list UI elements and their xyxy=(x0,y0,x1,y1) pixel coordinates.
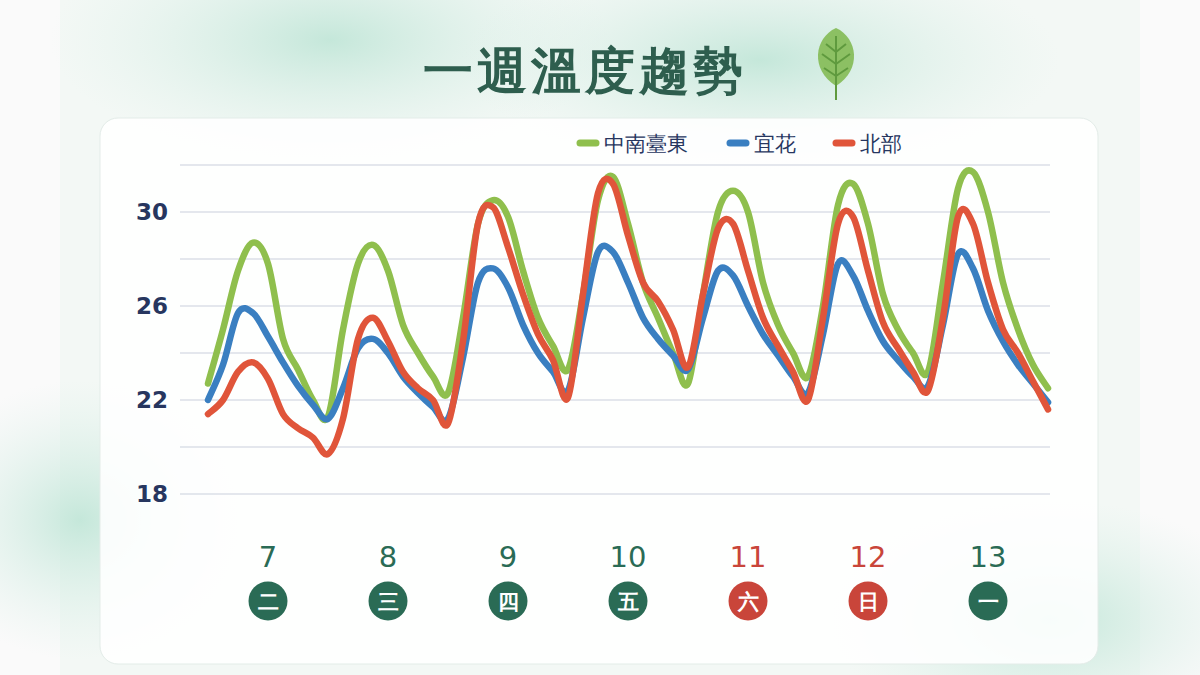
weekday-badge xyxy=(609,582,648,621)
y-tick-label: 18 xyxy=(136,481,168,507)
legend-label: 宜花 xyxy=(754,132,796,156)
legend-label: 北部 xyxy=(860,132,902,156)
leaf-icon xyxy=(818,28,854,100)
weekday-badge xyxy=(249,582,288,621)
title: 一週溫度趨勢 xyxy=(423,42,747,100)
y-tick-label: 30 xyxy=(136,199,168,225)
x-tick-label: 8 xyxy=(379,540,397,574)
x-tick-label: 13 xyxy=(970,540,1007,574)
leaf-vein xyxy=(822,36,850,100)
weekday-badge xyxy=(489,582,528,621)
grid-line xyxy=(180,211,1050,212)
x-tick-label: 10 xyxy=(610,540,647,574)
grid-line xyxy=(180,493,1050,494)
series-line xyxy=(208,179,1048,455)
y-tick-label: 26 xyxy=(136,293,168,319)
weekday-badge xyxy=(849,582,888,621)
grid xyxy=(180,165,1050,494)
weekday-badge xyxy=(369,582,408,621)
y-tick-label: 22 xyxy=(136,387,168,413)
legend-swatch xyxy=(580,140,596,147)
weekday-badge xyxy=(729,582,768,621)
chart: 一週溫度趨勢 18 22 26 30 中南臺東 宜花 北部 7 二 8 三 9 四 10 五 11 六 12 日 13 一 xyxy=(0,0,1200,675)
x-tick-label: 11 xyxy=(730,540,767,574)
weekday-label: 四 xyxy=(498,590,519,614)
legend: 中南臺東 宜花 北部 xyxy=(580,132,902,156)
series-line xyxy=(208,170,1048,420)
x-tick-label: 7 xyxy=(259,540,277,574)
grid-line xyxy=(180,305,1050,306)
panel xyxy=(100,118,1098,664)
legend-swatch xyxy=(730,140,746,147)
legend-item: 宜花 xyxy=(730,132,796,156)
weekday-label: 三 xyxy=(378,590,399,614)
x-tick-label: 9 xyxy=(499,540,517,574)
grid-line xyxy=(180,164,1050,165)
legend-item: 中南臺東 xyxy=(580,132,688,156)
plot-area xyxy=(208,170,1048,454)
grid-line xyxy=(180,352,1050,353)
weekday-label: 五 xyxy=(617,590,639,614)
weekday-label: 二 xyxy=(258,590,279,614)
grid-line xyxy=(180,446,1050,447)
weekday-label: 六 xyxy=(737,590,759,614)
weekday-label: 日 xyxy=(858,590,879,614)
x-axis: 7 二 8 三 9 四 10 五 11 六 12 日 13 一 xyxy=(249,540,1008,621)
legend-label: 中南臺東 xyxy=(604,132,688,156)
legend-item: 北部 xyxy=(836,132,902,156)
legend-swatch xyxy=(836,140,852,147)
x-tick-label: 12 xyxy=(850,540,887,574)
weekday-badge xyxy=(969,582,1008,621)
weekday-label: 一 xyxy=(978,590,999,614)
